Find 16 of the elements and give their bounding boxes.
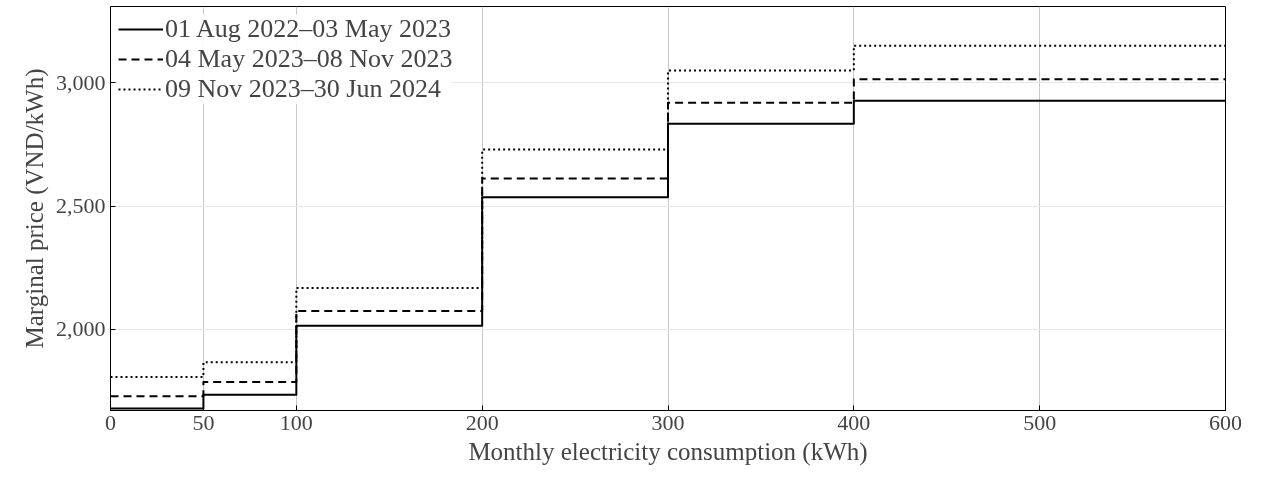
x-tick-label: 100 [279, 409, 313, 435]
x-tick-label: 0 [105, 409, 116, 435]
x-tick-label: 300 [651, 409, 685, 435]
x-tick-label: 500 [1023, 409, 1057, 435]
x-tick-label: 50 [192, 409, 215, 435]
x-tick-label: 400 [837, 409, 871, 435]
x-axis-title: Monthly electricity consumption (kWh) [468, 437, 868, 466]
x-tick-label: 600 [1209, 409, 1242, 435]
x-tick-label: 200 [465, 409, 499, 435]
legend-label: 04 May 2023–08 Nov 2023 [165, 44, 453, 74]
legend-label: 01 Aug 2022–03 May 2023 [165, 14, 451, 44]
y-tick-label: 2,000 [56, 316, 106, 342]
y-tick-label: 2,500 [56, 193, 106, 219]
legend-label: 09 Nov 2023–30 Jun 2024 [165, 74, 441, 104]
y-axis-title: Marginal price (VND/kWh) [21, 68, 49, 349]
y-tick-label: 3,000 [56, 69, 106, 95]
